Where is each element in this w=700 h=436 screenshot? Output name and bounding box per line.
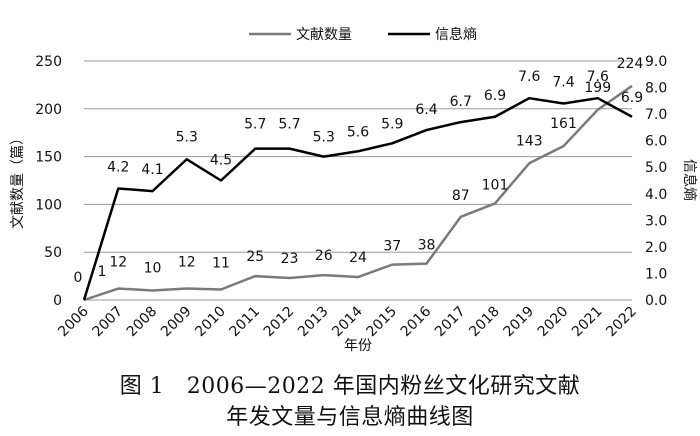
data-label-publications: 10 [144,260,162,276]
y-left-tick-label: 0 [53,293,62,309]
data-label-publications: 25 [246,249,264,265]
x-tick-label: 2022 [603,304,640,341]
x-tick-label: 2009 [158,304,195,341]
data-label-entropy: 6.7 [450,94,472,110]
x-tick-label: 2014 [329,303,366,340]
y-right-tick-label: 7.0 [645,107,667,123]
data-label-entropy: 5.6 [347,124,369,140]
series-line-entropy [82,96,633,301]
data-label-publications: 26 [315,248,333,264]
y-right-tick-label: 8.0 [645,81,667,97]
x-tick-label: 2011 [227,304,264,341]
x-tick-label: 2010 [192,304,229,341]
y-left-tick-label: 150 [35,150,62,166]
data-label-entropy: 4.1 [141,162,163,178]
y-right-tick-label: 6.0 [645,134,667,150]
y-left-tick-label: 200 [35,102,62,118]
data-label-publications: 11 [212,255,230,271]
y-right-tick-label: 5.0 [645,160,667,176]
gridlines [84,60,632,301]
y-right-tick-label: 3.0 [645,213,667,229]
data-label-entropy: 6.9 [621,90,643,106]
data-label-entropy: 5.3 [176,129,198,145]
legend-item-publications-label: 文献数量 [296,27,352,43]
x-tick-label: 2018 [466,304,503,341]
y-right-tick-label: 4.0 [645,187,667,203]
data-label-entropy: 6.4 [415,102,437,118]
data-label-entropy: 5.3 [313,130,335,146]
series-lines [82,84,633,302]
legend-item-entropy-label: 信息熵 [435,26,477,43]
data-label-publications: 224 [617,56,644,72]
data-label-publications: 12 [178,255,196,271]
y-right-tick-label: 0.0 [645,293,667,309]
data-label-entropy: 5.7 [278,117,300,133]
data-label-publications: 12 [109,255,127,271]
data-label-entropy: 4.5 [210,153,232,169]
data-label-entropy: 7.6 [518,69,540,85]
data-label-entropy: 1 [98,264,107,280]
y-right-tick-label: 9.0 [645,54,667,70]
data-label-entropy: 4.2 [107,159,129,175]
x-tick-label: 2016 [398,303,435,340]
series-line-publications [83,84,633,302]
data-label-entropy: 7.6 [587,69,609,85]
data-label-publications: 101 [482,177,509,193]
data-label-entropy: 5.9 [381,116,403,132]
data-label-publications: 199 [584,80,611,96]
x-tick-label: 2019 [501,304,538,341]
x-tick-label: 2007 [90,304,127,341]
x-tick-label: 2008 [124,304,161,341]
y-left-tick-label: 250 [35,54,62,70]
data-label-publications: 37 [383,239,401,255]
x-tick-label: 2013 [295,304,332,341]
data-label-publications: 161 [550,116,577,132]
y-left-tick-label: 50 [44,245,62,261]
figure-caption-line-2: 年发文量与信息熵曲线图 [226,405,474,430]
y-right-axis-title: 信息熵 [681,159,698,201]
data-labels: 0 12 10 12 11 25 23 26 24 37 38 87 101 143 161 199 224 1 4… [74,56,644,286]
x-axis-title: 年份 [344,338,372,354]
data-label-entropy: 6.9 [484,88,506,104]
data-label-publications: 23 [281,251,299,267]
data-label-publications: 143 [516,133,543,149]
legend: 文献数量 信息熵 [249,26,477,43]
data-label-publications: 24 [349,250,367,266]
data-label-entropy: 7.4 [552,74,574,90]
data-label-publications: 0 [74,270,83,286]
data-label-entropy: 5.7 [244,117,266,133]
figure-caption-line-1: 图 1 2006—2022 年国内粉丝文化研究文献 [119,374,581,399]
x-tick-label: 2021 [569,304,606,341]
data-label-publications: 38 [418,238,436,254]
y-left-tick-label: 100 [35,197,62,213]
x-tick-label: 2012 [261,304,298,341]
y-left-axis-title: 文献数量（篇） [10,131,26,229]
chart: 0501001502002500.01.02.03.04.05.06.07.08… [10,26,698,354]
x-tick-label: 2015 [364,304,401,341]
y-right-tick-label: 2.0 [645,240,667,256]
y-right-tick-label: 1.0 [645,266,667,282]
x-tick-label: 2020 [535,304,572,341]
data-label-publications: 87 [452,188,470,204]
x-tick-label: 2017 [432,304,469,341]
